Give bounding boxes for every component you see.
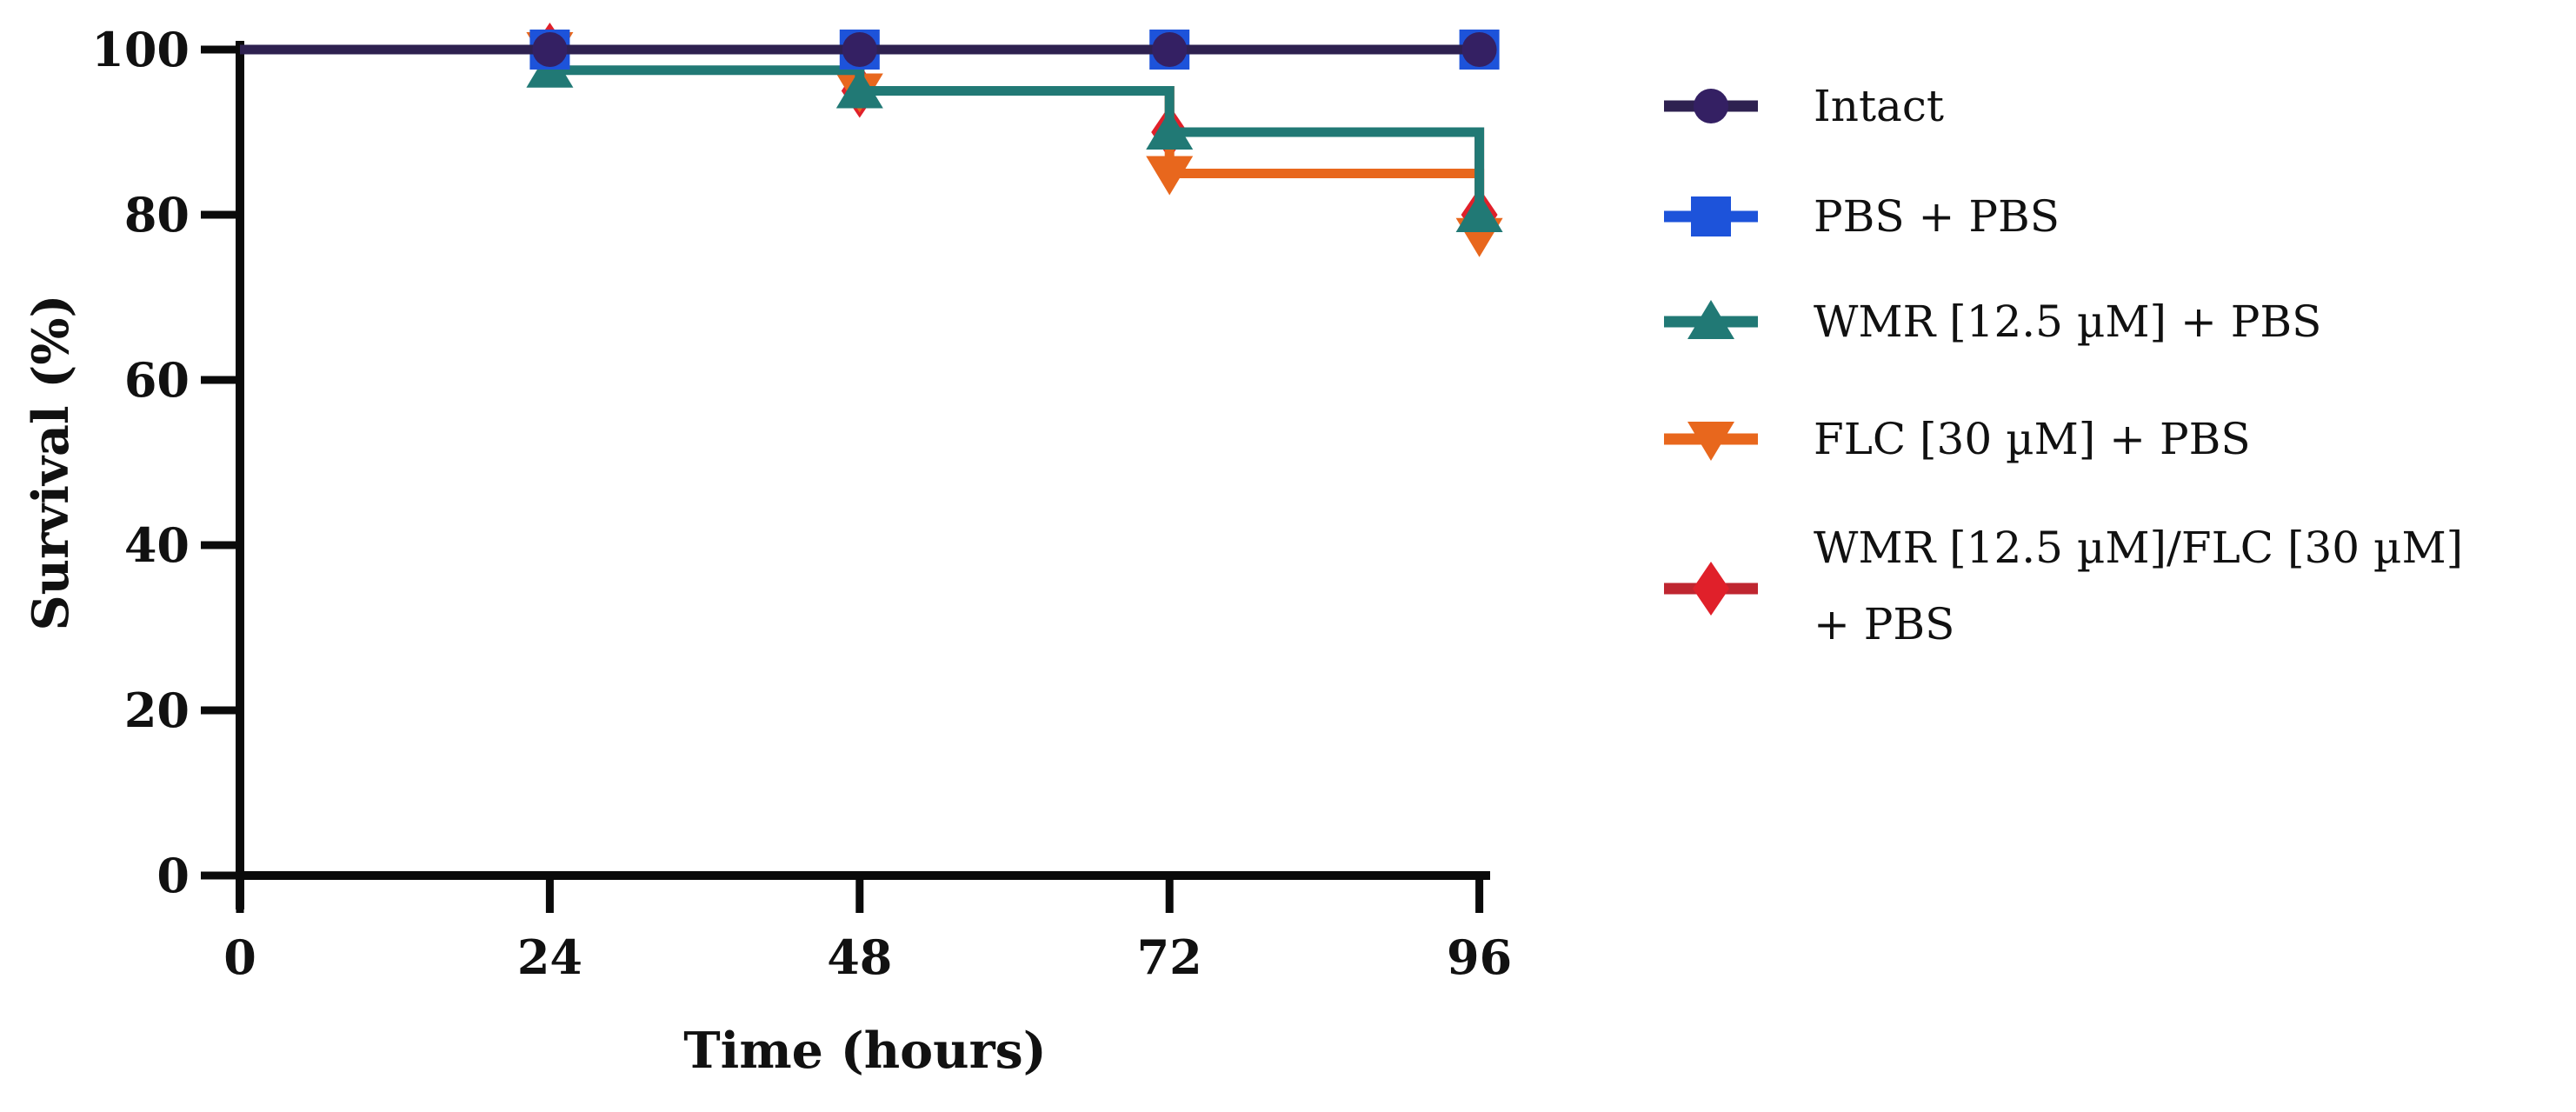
x-tick-label-24: 24 <box>517 929 582 985</box>
legend-item-intact: Intact <box>1664 81 1944 131</box>
marker-intact-96h <box>1461 32 1497 67</box>
legend-label-intact: Intact <box>1814 81 1944 131</box>
legend-label-flc-30-m-pbs: FLC [30 µM] + PBS <box>1814 414 2251 464</box>
legend-triangle-up-icon <box>1687 300 1734 339</box>
marker-flc-30-m-pbs-72h <box>1146 156 1194 196</box>
y-tick-label-0: 0 <box>156 848 190 903</box>
x-axis-title: Time (hours) <box>683 1022 1046 1080</box>
legend-square-icon <box>1691 196 1731 236</box>
legend-item-pbs-pbs: PBS + PBS <box>1664 191 2060 242</box>
x-tick-label-96: 96 <box>1447 929 1512 985</box>
y-tick-label-60: 60 <box>124 352 190 408</box>
legend-label-wmr-12-5-m-pbs: WMR [12.5 µM] + PBS <box>1814 296 2321 347</box>
legend-item-wmr-12-5-m-flc-30-m-pbs: WMR [12.5 µM]/FLC [30 µM] + PBS <box>1664 523 2463 649</box>
legend-item-flc-30-m-pbs: FLC [30 µM] + PBS <box>1664 414 2251 464</box>
axes-group <box>201 41 1490 913</box>
marker-intact-72h <box>1152 32 1188 67</box>
y-tick-label-100: 100 <box>91 22 190 77</box>
legend-triangle-down-icon <box>1687 422 1734 461</box>
marker-intact-48h <box>842 32 877 67</box>
marker-wmr-12-5-m-pbs-72h <box>1146 110 1194 150</box>
legend-label-wmr-12-5-m-flc-30-m-pbs-line1: WMR [12.5 µM]/FLC [30 µM] <box>1814 523 2463 573</box>
marker-intact-24h <box>532 32 568 67</box>
legend-label-wmr-12-5-m-flc-30-m-pbs-line2: + PBS <box>1814 599 1954 649</box>
x-tick-label-48: 48 <box>827 929 892 985</box>
x-tick-label-0: 0 <box>223 929 256 985</box>
y-tick-label-80: 80 <box>124 187 190 243</box>
x-tick-label-72: 72 <box>1137 929 1202 985</box>
series-intact <box>240 32 1497 67</box>
legend-item-wmr-12-5-m-pbs: WMR [12.5 µM] + PBS <box>1664 296 2321 347</box>
legend-diamond-icon <box>1693 562 1729 616</box>
legend: Intact PBS + PBS WMR [12.5 µM] + PBS FLC [3… <box>1664 81 2463 649</box>
marker-wmr-12-5-m-pbs-96h <box>1455 193 1503 232</box>
legend-circle-icon <box>1694 89 1728 123</box>
marker-wmr-12-5-m-pbs-48h <box>835 69 883 109</box>
legend-label-pbs-pbs: PBS + PBS <box>1814 191 2060 242</box>
y-tick-label-40: 40 <box>124 517 190 573</box>
y-axis-title: Survival (%) <box>22 294 80 630</box>
y-tick-label-20: 20 <box>124 683 190 738</box>
